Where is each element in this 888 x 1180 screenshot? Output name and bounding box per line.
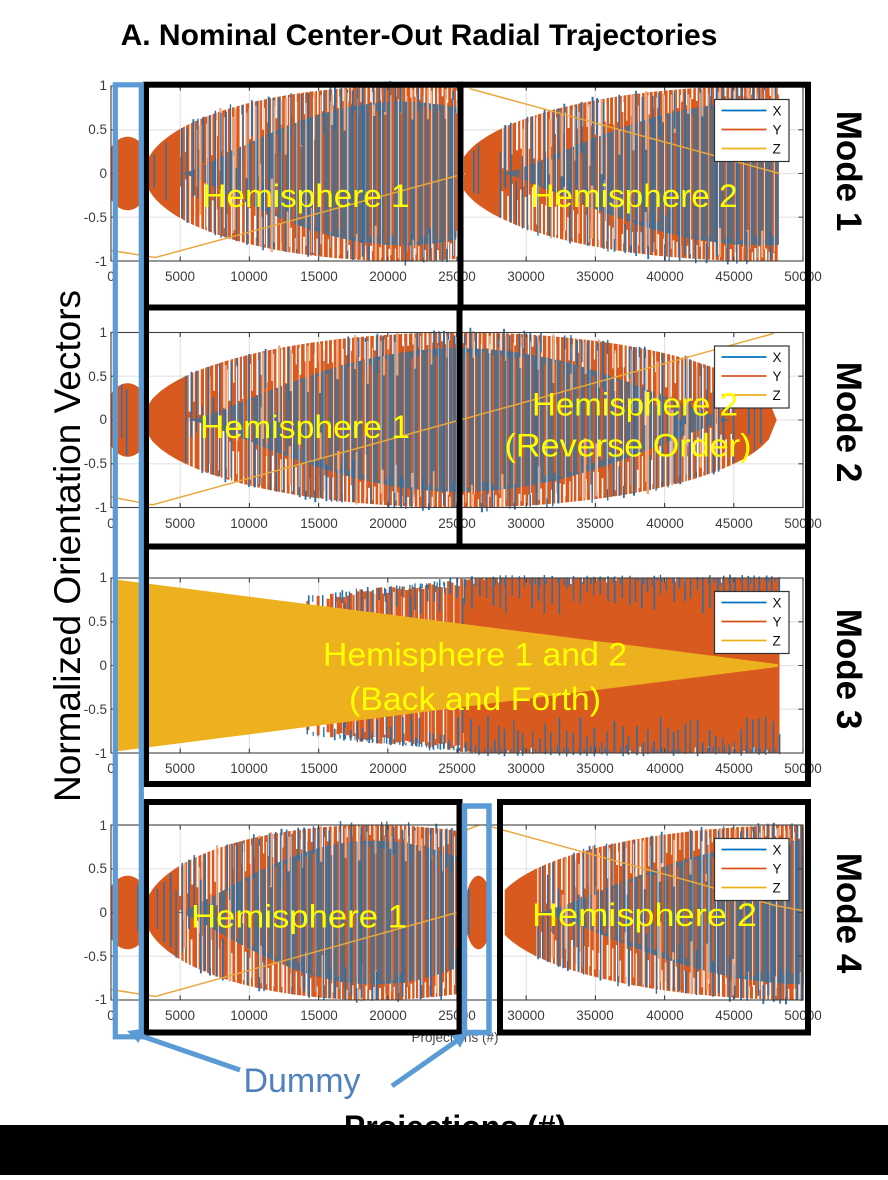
svg-text:0: 0 xyxy=(107,269,115,284)
svg-text:0.5: 0.5 xyxy=(88,369,107,384)
svg-text:-1: -1 xyxy=(95,254,107,269)
svg-text:50000: 50000 xyxy=(784,269,822,284)
svg-text:Mode 1: Mode 1 xyxy=(829,111,868,232)
svg-text:45000: 45000 xyxy=(715,761,753,776)
svg-text:0: 0 xyxy=(107,761,115,776)
svg-text:0: 0 xyxy=(107,1008,115,1023)
svg-text:1: 1 xyxy=(99,78,107,93)
svg-text:50000: 50000 xyxy=(784,516,822,531)
svg-text:15000: 15000 xyxy=(300,516,338,531)
svg-text:0: 0 xyxy=(99,658,107,673)
svg-text:1: 1 xyxy=(99,325,107,340)
svg-text:0: 0 xyxy=(99,905,107,920)
svg-text:-1: -1 xyxy=(95,992,107,1007)
svg-text:Mode 3: Mode 3 xyxy=(829,609,868,730)
svg-text:Hemisphere 1: Hemisphere 1 xyxy=(191,899,407,935)
svg-text:15000: 15000 xyxy=(300,269,338,284)
svg-text:0.5: 0.5 xyxy=(88,122,107,137)
svg-text:-1: -1 xyxy=(95,500,107,515)
svg-text:25000: 25000 xyxy=(438,269,476,284)
svg-text:0.5: 0.5 xyxy=(88,861,107,876)
svg-text:Z: Z xyxy=(773,634,781,649)
svg-text:45000: 45000 xyxy=(715,516,753,531)
svg-text:1: 1 xyxy=(99,818,107,833)
svg-text:10000: 10000 xyxy=(230,269,268,284)
svg-text:45000: 45000 xyxy=(715,1008,753,1023)
svg-text:1: 1 xyxy=(99,570,107,585)
svg-text:20000: 20000 xyxy=(369,1008,407,1023)
svg-text:40000: 40000 xyxy=(646,516,684,531)
svg-text:X: X xyxy=(773,104,782,119)
svg-text:5000: 5000 xyxy=(165,516,195,531)
svg-text:Y: Y xyxy=(773,369,782,384)
svg-text:Hemisphere 2: Hemisphere 2 xyxy=(531,178,738,214)
svg-text:15000: 15000 xyxy=(300,761,338,776)
svg-text:15000: 15000 xyxy=(300,1008,338,1023)
svg-text:35000: 35000 xyxy=(576,1008,614,1023)
svg-text:(Reverse Order): (Reverse Order) xyxy=(505,428,752,464)
svg-text:Hemisphere 2: Hemisphere 2 xyxy=(532,897,757,933)
svg-text:Y: Y xyxy=(773,615,782,630)
svg-text:Hemisphere 1 and 2: Hemisphere 1 and 2 xyxy=(323,637,627,673)
svg-text:30000: 30000 xyxy=(507,516,545,531)
svg-text:X: X xyxy=(773,843,782,858)
svg-text:30000: 30000 xyxy=(507,761,545,776)
svg-text:X: X xyxy=(773,596,782,611)
svg-text:Y: Y xyxy=(773,123,782,138)
svg-text:0: 0 xyxy=(99,166,107,181)
svg-text:10000: 10000 xyxy=(230,516,268,531)
svg-text:Z: Z xyxy=(773,142,781,157)
svg-text:40000: 40000 xyxy=(646,269,684,284)
svg-text:35000: 35000 xyxy=(576,516,614,531)
svg-text:50000: 50000 xyxy=(784,1008,822,1023)
svg-text:5000: 5000 xyxy=(165,761,195,776)
svg-text:-0.5: -0.5 xyxy=(84,702,107,717)
svg-text:Normalized Orientation Vectors: Normalized Orientation Vectors xyxy=(47,290,88,802)
svg-text:Z: Z xyxy=(773,881,781,896)
svg-text:0: 0 xyxy=(107,516,115,531)
svg-text:30000: 30000 xyxy=(507,1008,545,1023)
svg-text:20000: 20000 xyxy=(369,761,407,776)
svg-text:5000: 5000 xyxy=(165,1008,195,1023)
svg-text:X: X xyxy=(773,350,782,365)
svg-text:10000: 10000 xyxy=(230,761,268,776)
svg-text:Dummy: Dummy xyxy=(243,1062,360,1100)
svg-text:Z: Z xyxy=(773,388,781,403)
svg-text:40000: 40000 xyxy=(646,1008,684,1023)
svg-text:0.5: 0.5 xyxy=(88,614,107,629)
svg-text:Hemisphere 1: Hemisphere 1 xyxy=(203,178,410,214)
svg-text:-0.5: -0.5 xyxy=(84,210,107,225)
svg-text:-1: -1 xyxy=(95,746,107,761)
svg-text:Y: Y xyxy=(773,862,782,877)
svg-text:35000: 35000 xyxy=(576,269,614,284)
svg-text:-0.5: -0.5 xyxy=(84,949,107,964)
svg-text:Mode 2: Mode 2 xyxy=(829,362,868,483)
svg-text:40000: 40000 xyxy=(646,761,684,776)
svg-text:50000: 50000 xyxy=(784,761,822,776)
svg-text:Hemisphere 1: Hemisphere 1 xyxy=(200,409,410,445)
svg-text:20000: 20000 xyxy=(369,516,407,531)
svg-text:25000: 25000 xyxy=(438,761,476,776)
svg-text:45000: 45000 xyxy=(715,269,753,284)
svg-text:35000: 35000 xyxy=(576,761,614,776)
svg-text:A. Nominal Center-Out Radial T: A. Nominal Center-Out Radial Trajectorie… xyxy=(121,19,718,52)
svg-text:30000: 30000 xyxy=(507,269,545,284)
svg-text:Mode 4: Mode 4 xyxy=(829,853,868,974)
svg-text:Hemisphere 2: Hemisphere 2 xyxy=(532,387,738,423)
svg-text:20000: 20000 xyxy=(369,269,407,284)
svg-text:(Back and Forth): (Back and Forth) xyxy=(349,681,601,717)
svg-text:5000: 5000 xyxy=(165,269,195,284)
svg-text:10000: 10000 xyxy=(230,1008,268,1023)
svg-text:0: 0 xyxy=(99,412,107,427)
svg-text:-0.5: -0.5 xyxy=(84,456,107,471)
